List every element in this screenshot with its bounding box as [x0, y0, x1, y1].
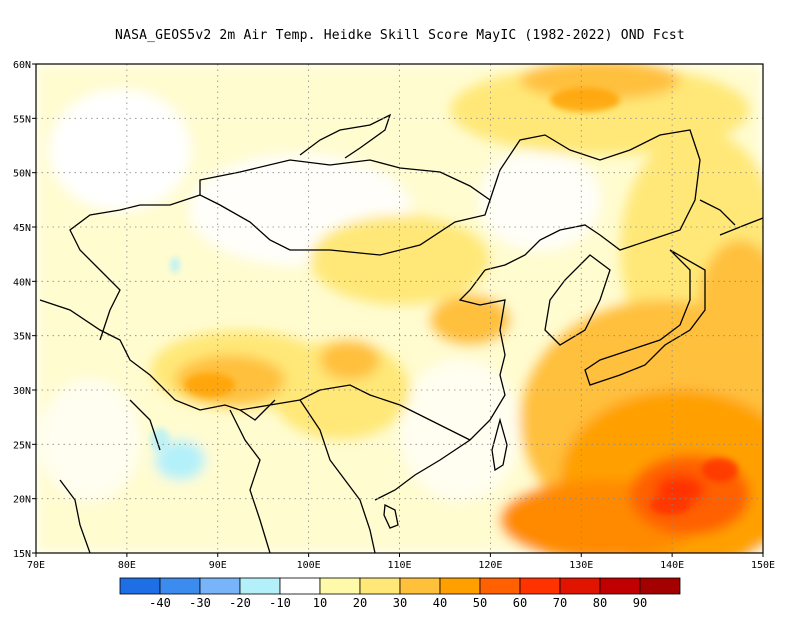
lon-tick-label: 80E — [118, 560, 136, 571]
lat-tick-label: 25N — [13, 440, 31, 451]
colorbar-swatch — [319, 577, 361, 595]
colorbar-swatch — [479, 577, 521, 595]
colorbar-label: 70 — [553, 596, 567, 610]
lon-tick-label: 130E — [569, 560, 593, 571]
lat-tick-label: 35N — [13, 332, 31, 343]
colorbar — [119, 577, 681, 595]
skill-score-field — [36, 64, 763, 553]
longitude-labels: 70E 80E 90E 100E 110E 120E 130E 140E 150E — [27, 560, 775, 571]
colorbar-swatch — [159, 577, 201, 595]
lon-tick-label: 120E — [478, 560, 502, 571]
colorbar-label: 20 — [353, 596, 367, 610]
colorbar-swatch — [119, 577, 161, 595]
colorbar-swatch — [519, 577, 561, 595]
lat-tick-label: 30N — [13, 386, 31, 397]
colorbar-swatch — [279, 577, 321, 595]
lat-tick-label: 60N — [13, 60, 31, 71]
colorbar-label: 40 — [433, 596, 447, 610]
lon-tick-label: 100E — [297, 560, 321, 571]
lon-tick-label: 150E — [751, 560, 775, 571]
colorbar-swatch — [559, 577, 601, 595]
lon-tick-label: 140E — [660, 560, 684, 571]
colorbar-label: 90 — [633, 596, 647, 610]
lon-tick-label: 70E — [27, 560, 45, 571]
lat-tick-label: 45N — [13, 223, 31, 234]
colorbar-label: 30 — [393, 596, 407, 610]
lat-tick-label: 55N — [13, 114, 31, 125]
lon-tick-label: 110E — [387, 560, 411, 571]
latitude-labels: 60N 55N 50N 45N 40N 35N 30N 25N 20N 15N — [13, 60, 31, 560]
colorbar-swatch — [359, 577, 401, 595]
colorbar-swatch — [599, 577, 641, 595]
colorbar-swatch — [399, 577, 441, 595]
lat-tick-label: 40N — [13, 277, 31, 288]
chart-title: NASA_GEOS5v2 2m Air Temp. Heidke Skill S… — [115, 28, 685, 43]
colorbar-swatch — [639, 577, 681, 595]
colorbar-label: 80 — [593, 596, 607, 610]
colorbar-swatch — [439, 577, 481, 595]
colorbar-swatch — [239, 577, 281, 595]
colorbar-label: 60 — [513, 596, 527, 610]
colorbar-labels: -40 -30 -20 -10 10 20 30 40 50 60 70 80 90 — [149, 596, 647, 610]
colorbar-label: -20 — [229, 596, 251, 610]
lat-tick-label: 50N — [13, 169, 31, 180]
lon-tick-label: 90E — [209, 560, 227, 571]
lat-tick-label: 20N — [13, 495, 31, 506]
colorbar-label: 50 — [473, 596, 487, 610]
colorbar-label: 10 — [313, 596, 327, 610]
colorbar-swatch — [199, 577, 241, 595]
colorbar-label: -30 — [189, 596, 211, 610]
colorbar-label: -40 — [149, 596, 171, 610]
coastlines — [39, 113, 763, 553]
lat-tick-label: 15N — [13, 549, 31, 560]
colorbar-label: -10 — [269, 596, 291, 610]
gridlines — [36, 64, 763, 553]
axis-ticks — [32, 63, 764, 557]
